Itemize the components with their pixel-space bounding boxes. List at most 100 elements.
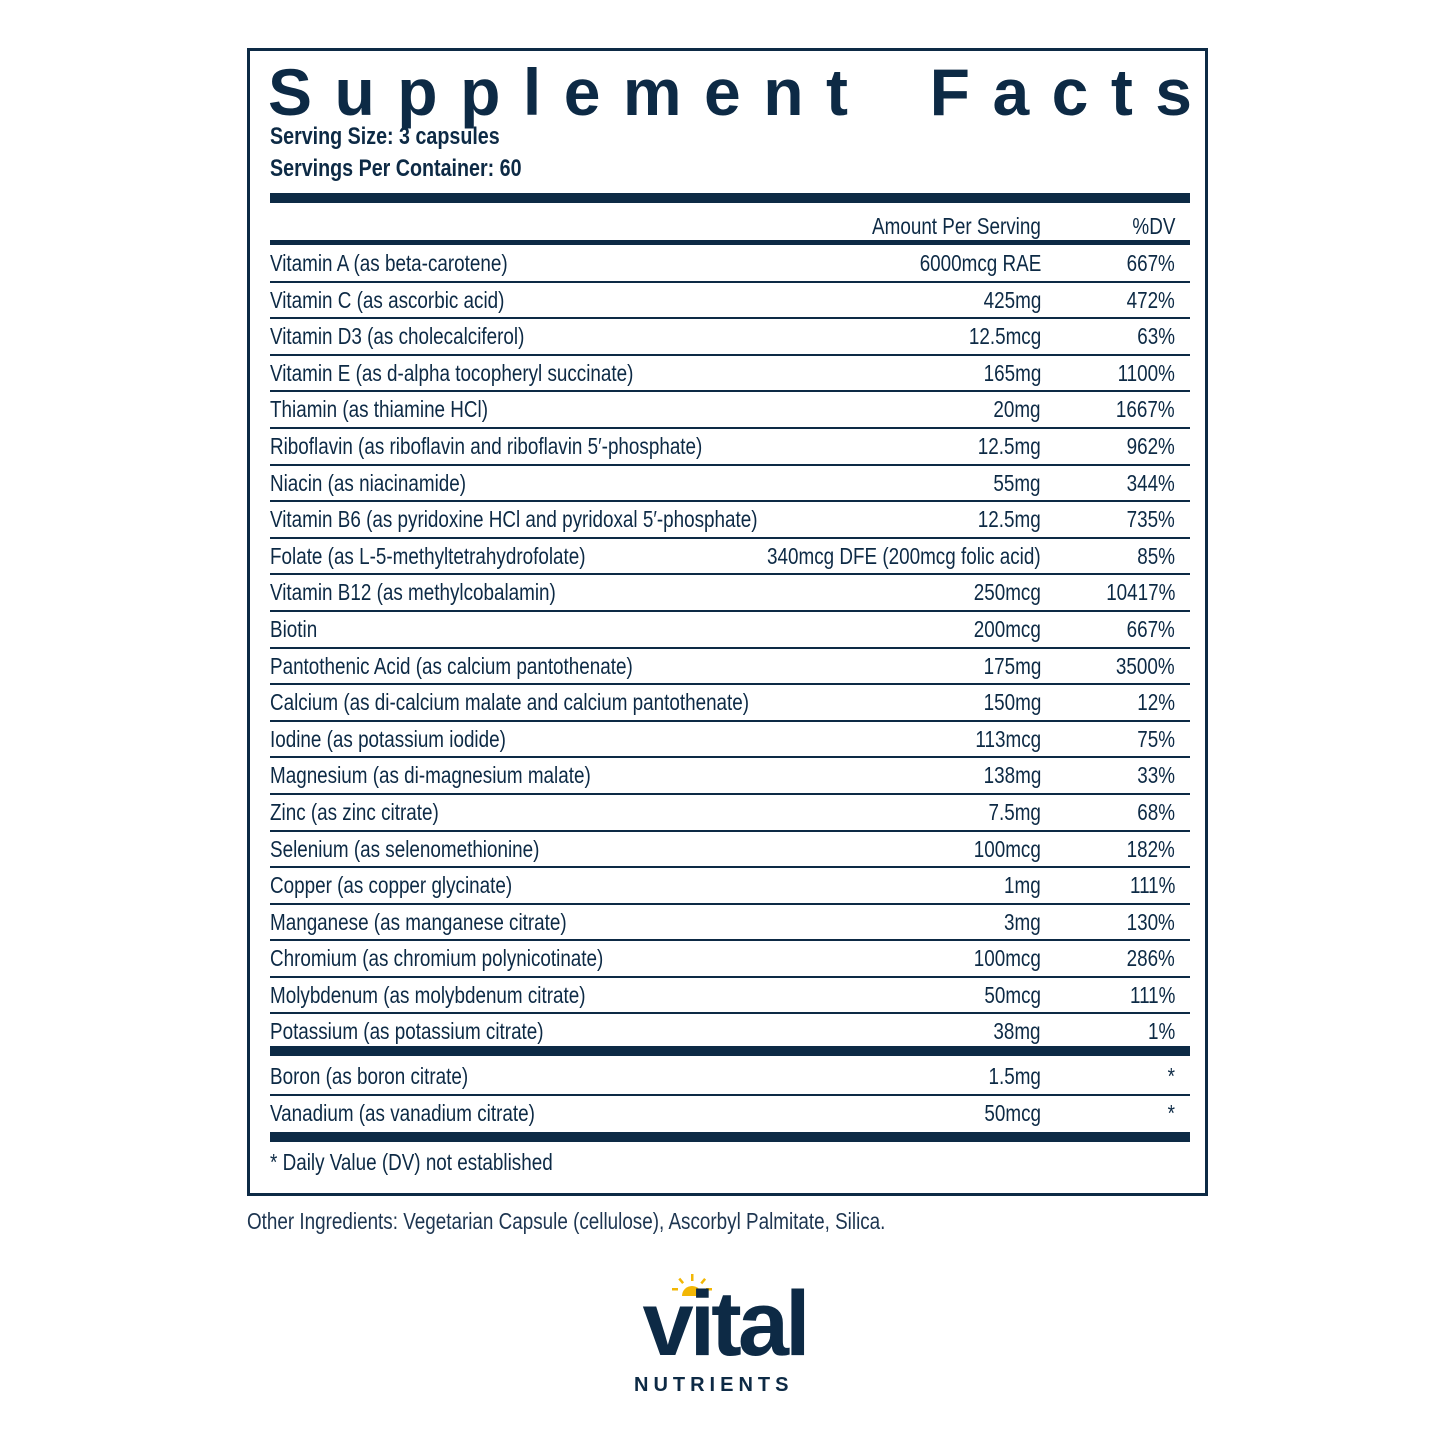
sun-icon <box>672 1274 712 1296</box>
table-row: Pantothenic Acid (as calcium pantothenat… <box>270 649 1190 686</box>
nutrient-amount: 200mcg <box>973 615 1041 642</box>
nutrient-dv: 735% <box>1126 506 1175 533</box>
nutrient-name: Selenium (as selenomethionine) <box>270 835 540 862</box>
nutrient-dv: 286% <box>1126 945 1175 972</box>
title-letter: p <box>397 55 438 129</box>
other-nutrient-table: Boron (as boron citrate) 1.5mg * Vanadium (… <box>270 1059 1190 1130</box>
table-row: Riboflavin (as riboflavin and riboflavin… <box>270 429 1190 466</box>
table-row: Molybdenum (as molybdenum citrate) 50mcg 1… <box>270 978 1190 1015</box>
nutrient-dv: 12% <box>1137 689 1175 716</box>
nutrient-dv: 111% <box>1129 872 1175 899</box>
title-letter: l <box>522 55 542 129</box>
table-row: Vitamin E (as d-alpha tocopheryl succina… <box>270 356 1190 393</box>
table-row: Selenium (as selenomethionine) 100mcg 182% <box>270 832 1190 869</box>
table-row: Zinc (as zinc citrate) 7.5mg 68% <box>270 795 1190 832</box>
table-row: Calcium (as di-calcium malate and calciu… <box>270 685 1190 722</box>
nutrient-name: Vitamin D3 (as cholecalciferol) <box>270 323 525 350</box>
table-row: Potassium (as potassium citrate) 38mg 1% <box>270 1014 1190 1049</box>
nutrient-amount: 150mg <box>983 689 1041 716</box>
title-letter <box>870 53 907 131</box>
title-letter: c <box>1051 55 1089 129</box>
nutrient-amount: 6000mcg RAE <box>919 250 1041 276</box>
nutrient-amount: 100mcg <box>973 945 1041 972</box>
nutrient-amount: 425mg <box>983 286 1041 313</box>
nutrient-dv: 111% <box>1129 981 1175 1008</box>
nutrient-amount: 3mg <box>1004 908 1041 935</box>
nutrient-amount: 138mg <box>983 762 1041 789</box>
divider-thick <box>270 193 1190 203</box>
nutrient-dv: 75% <box>1137 725 1175 752</box>
nutrient-name: Vitamin C (as ascorbic acid) <box>270 286 505 313</box>
nutrient-name: Folate (as L-5-methyltetrahydrofolate) <box>270 542 586 569</box>
title-letter: e <box>563 55 601 129</box>
nutrient-amount: 50mcg <box>984 981 1041 1008</box>
brand-logo: vital NUTRIENTS <box>612 1273 837 1398</box>
table-row: Copper (as copper glycinate) 1mg 111% <box>270 868 1190 905</box>
table-row: Vitamin B6 (as pyridoxine HCl and pyrido… <box>270 502 1190 539</box>
nutrient-name: Calcium (as di-calcium malate and calciu… <box>270 689 750 716</box>
serving-size: Serving Size: 3 capsules <box>270 123 500 150</box>
nutrient-amount: 12.5mcg <box>968 323 1041 350</box>
nutrient-name: Molybdenum (as molybdenum citrate) <box>270 981 586 1008</box>
title-letter: p <box>460 55 501 129</box>
nutrient-dv: 667% <box>1126 615 1175 642</box>
nutrient-dv: 63% <box>1137 323 1175 350</box>
table-row: Vitamin D3 (as cholecalciferol) 12.5mcg 63… <box>270 319 1190 356</box>
nutrient-name: Magnesium (as di-magnesium malate) <box>270 762 591 789</box>
table-row: Thiamin (as thiamine HCl) 20mg 1667% <box>270 392 1190 429</box>
nutrient-dv: 85% <box>1137 542 1175 569</box>
nutrient-amount: 1mg <box>1004 872 1041 899</box>
nutrient-name: Potassium (as potassium citrate) <box>270 1018 544 1045</box>
title-letter: F <box>929 55 970 129</box>
nutrient-dv: 962% <box>1126 432 1175 459</box>
nutrient-name: Riboflavin (as riboflavin and riboflavin… <box>270 432 703 459</box>
nutrient-name: Vanadium (as vanadium citrate) <box>270 1099 535 1126</box>
nutrient-name: Niacin (as niacinamide) <box>270 469 467 496</box>
nutrient-amount: 340mcg DFE (200mcg folic acid) <box>767 542 1041 569</box>
nutrient-name: Chromium (as chromium polynicotinate) <box>270 945 604 972</box>
nutrient-name: Biotin <box>270 615 318 642</box>
nutrient-dv: 130% <box>1126 908 1175 935</box>
title-letter: a <box>992 55 1030 129</box>
brand-name: vital <box>642 1273 810 1375</box>
dv-header: %DV <box>1132 213 1175 239</box>
nutrient-amount: 55mg <box>993 469 1041 496</box>
nutrient-name: Copper (as copper glycinate) <box>270 872 513 899</box>
nutrient-dv: 68% <box>1137 798 1175 825</box>
nutrient-dv: 10417% <box>1105 579 1175 606</box>
divider-medium <box>270 240 1190 245</box>
title-letter: n <box>763 55 804 129</box>
table-row: Folate (as L-5-methyltetrahydrofolate) 34… <box>270 539 1190 576</box>
table-row: Vitamin B12 (as methylcobalamin) 250mcg 10… <box>270 575 1190 612</box>
nutrient-name: Vitamin B6 (as pyridoxine HCl and pyrido… <box>270 506 758 533</box>
title-letter: s <box>1155 55 1192 129</box>
title-letter: m <box>622 55 682 129</box>
nutrient-dv: 1667% <box>1116 396 1175 423</box>
dv-footnote: * Daily Value (DV) not established <box>270 1149 553 1175</box>
servings-per-container: Servings Per Container: 60 <box>270 155 522 182</box>
nutrient-amount: 12.5mg <box>978 506 1041 533</box>
table-row: Vanadium (as vanadium citrate) 50mcg * <box>270 1096 1190 1131</box>
nutrient-name: Iodine (as potassium iodide) <box>270 725 506 752</box>
nutrient-table: Vitamin A (as beta-carotene) 6000mcg RAE 6… <box>270 246 1190 1049</box>
nutrient-name: Pantothenic Acid (as calcium pantothenat… <box>270 652 633 679</box>
title-letter: u <box>334 55 375 129</box>
nutrient-name: Thiamin (as thiamine HCl) <box>270 396 489 423</box>
nutrient-amount: 1.5mg <box>988 1063 1041 1089</box>
nutrient-dv: 344% <box>1126 469 1175 496</box>
nutrient-amount: 7.5mg <box>988 798 1041 825</box>
table-row: Biotin 200mcg 667% <box>270 612 1190 649</box>
table-row: Chromium (as chromium polynicotinate) 100… <box>270 941 1190 978</box>
nutrient-amount: 175mg <box>983 652 1041 679</box>
title-letter: e <box>704 55 741 129</box>
divider-thick <box>270 1046 1190 1056</box>
brand-subtitle: NUTRIENTS <box>634 1374 794 1396</box>
nutrient-dv: * <box>1167 1099 1175 1126</box>
nutrient-dv: 3500% <box>1116 652 1175 679</box>
nutrient-amount: 250mcg <box>973 579 1041 606</box>
nutrient-amount: 50mcg <box>984 1099 1041 1126</box>
nutrient-amount: 38mg <box>993 1018 1041 1045</box>
nutrient-dv: 667% <box>1126 250 1175 276</box>
